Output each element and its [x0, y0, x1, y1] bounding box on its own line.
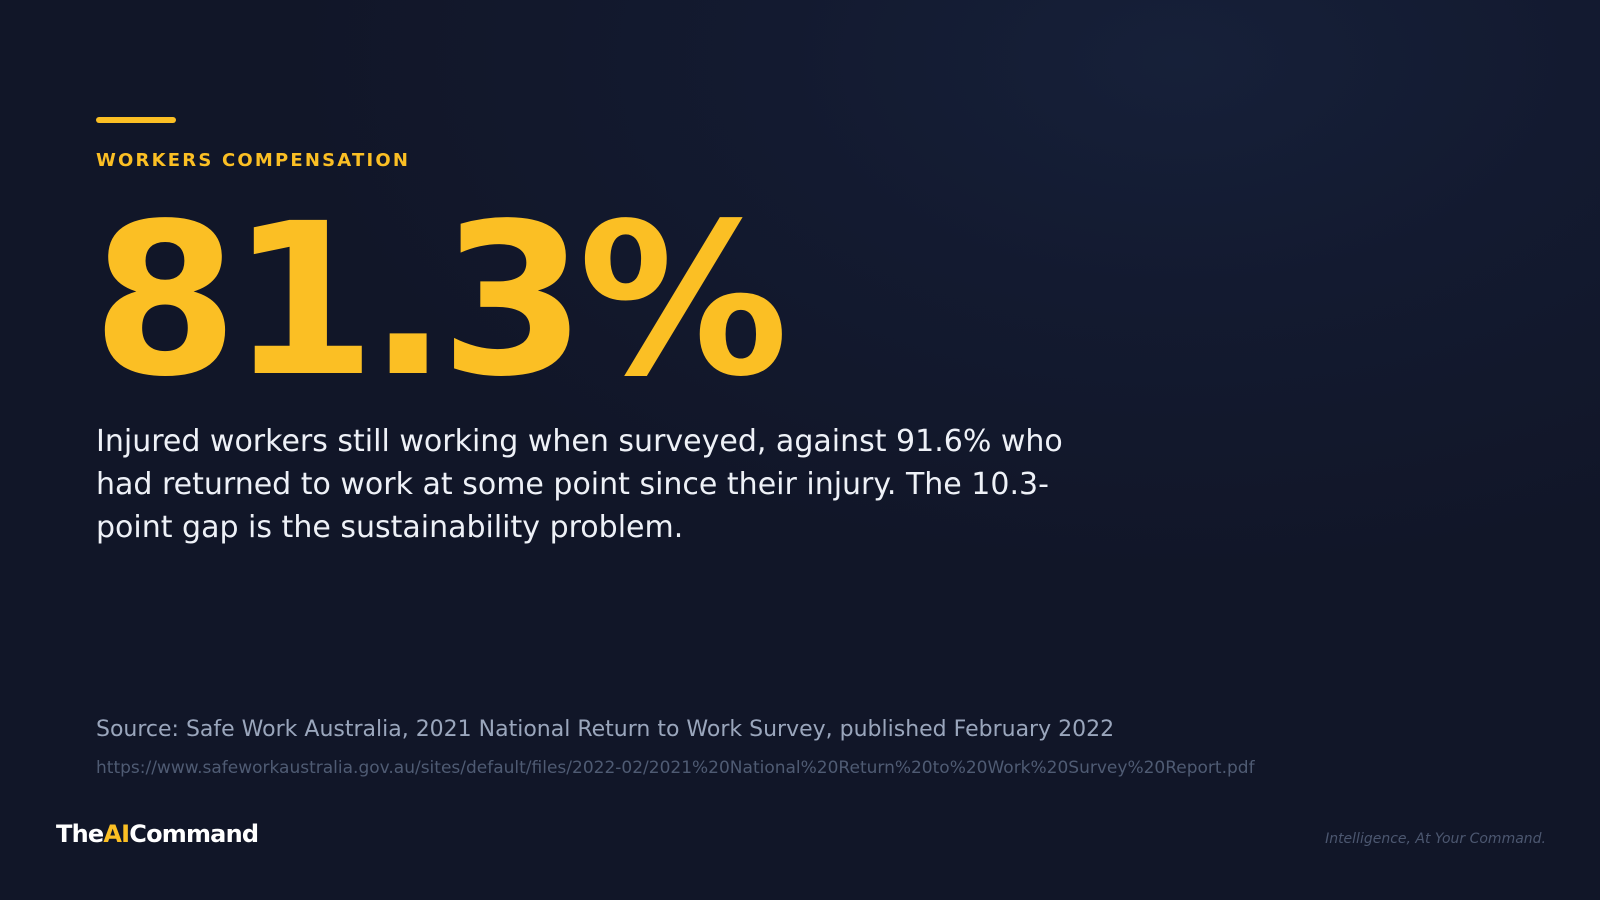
- stat-description: Injured workers still working when surve…: [96, 424, 1063, 545]
- brand-logo: TheAICommand: [56, 820, 259, 848]
- source-url: https://www.safeworkaustralia.gov.au/sit…: [96, 758, 1255, 778]
- category-label: WORKERS COMPENSATION: [96, 150, 411, 171]
- headline-stat: 81.3%: [92, 178, 789, 423]
- accent-bar: [96, 117, 176, 123]
- brand-accent: AI: [103, 820, 130, 848]
- brand-prefix: The: [56, 820, 104, 848]
- brand-tagline: Intelligence, At Your Command.: [1325, 831, 1546, 847]
- source-citation: Source: Safe Work Australia, 2021 Nation…: [96, 717, 1115, 742]
- brand-suffix: Command: [129, 820, 259, 848]
